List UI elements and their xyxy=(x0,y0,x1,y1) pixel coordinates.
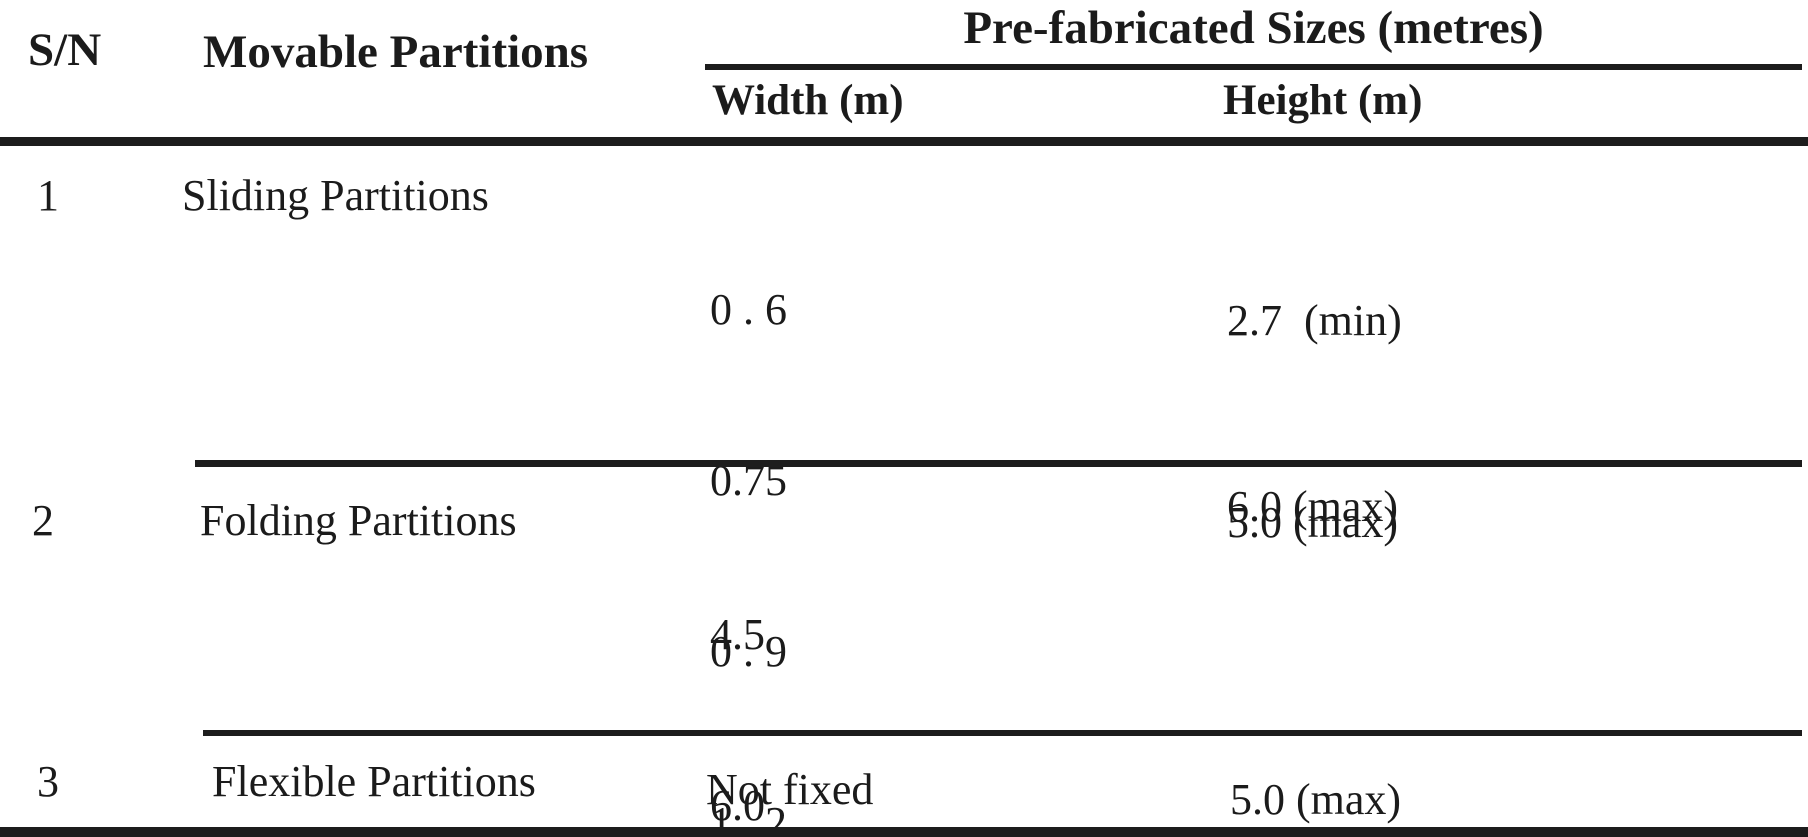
height-value: 5.0 (max) xyxy=(1230,775,1402,824)
row-sn: 2 xyxy=(32,496,54,545)
width-value: Not fixed xyxy=(706,765,874,814)
width-value: 4.5 xyxy=(710,610,765,659)
row-separator xyxy=(195,460,1802,467)
column-header-sn: S/N xyxy=(28,24,102,76)
height-value: 5.0 (max) xyxy=(1227,498,1399,547)
width-value: 0 . 6 xyxy=(710,285,787,334)
width-value: 0 . 9 xyxy=(710,627,787,676)
row-separator xyxy=(203,730,1802,736)
row-sn: 1 xyxy=(37,171,59,220)
row-height-values: 2.7 (min) 6.0 (max) xyxy=(1227,166,1402,662)
column-group-header-sizes: Pre-fabricated Sizes (metres) xyxy=(963,2,1544,54)
row-partition-name: Sliding Partitions xyxy=(182,171,489,220)
sizes-group-underline xyxy=(705,64,1802,70)
height-value: 6.0 (max) xyxy=(1227,482,1399,531)
row-width-values: 4.5 6.0 7.5 9.0 xyxy=(710,492,765,837)
width-value: 6.0 xyxy=(710,781,765,830)
column-header-height: Height (m) xyxy=(1223,77,1423,124)
bottom-rule xyxy=(0,827,1808,837)
column-header-width: Width (m) xyxy=(712,77,904,124)
row-partition-name: Folding Partitions xyxy=(200,496,517,545)
row-sn: 3 xyxy=(37,757,59,806)
header-rule xyxy=(0,137,1808,146)
row-partition-name: Flexible Partitions xyxy=(212,757,536,806)
height-value: 2.7 (min) xyxy=(1227,296,1402,345)
column-header-partitions: Movable Partitions xyxy=(203,26,589,78)
